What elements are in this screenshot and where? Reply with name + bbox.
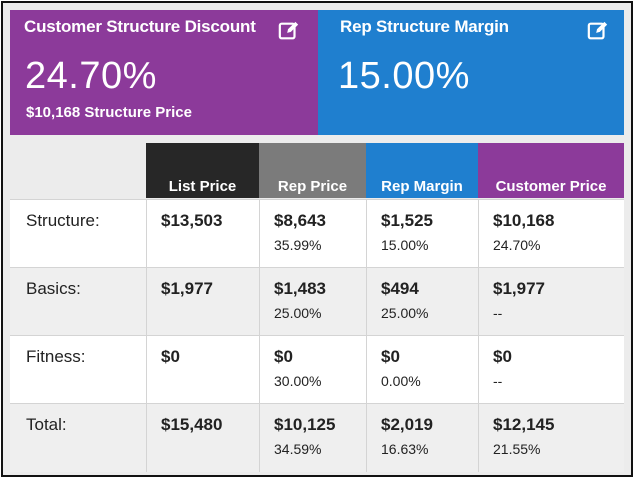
- list-price-value: $1,977: [161, 279, 213, 298]
- rep-margin-percent: 25.00%: [381, 305, 429, 321]
- table-row-basics: Basics: $1,977 $1,483 25.00% $494 25.00% $…: [10, 267, 624, 336]
- rep-structure-margin-card: Rep Structure Margin 15.00%: [318, 10, 624, 135]
- list-price-value: $0: [161, 347, 180, 366]
- pricing-table: List Price Rep Price Rep Margin Customer…: [10, 141, 624, 472]
- rep-margin-percent: 0.00%: [381, 373, 421, 389]
- customer-price-percent: 24.70%: [493, 237, 541, 253]
- column-header-customer-price: Customer Price: [478, 143, 624, 198]
- rep-margin-value: $494: [381, 279, 419, 298]
- table-row-structure: Structure: $13,503 $8,643 35.99% $1,525 15…: [10, 199, 624, 268]
- card-title: Rep Structure Margin: [340, 17, 509, 36]
- rep-price-value: $8,643: [274, 211, 326, 230]
- customer-price-value: $10,168: [493, 211, 555, 230]
- rep-margin-value: $2,019: [381, 415, 433, 434]
- row-label: Structure:: [26, 211, 100, 230]
- table-row-total: Total: $15,480 $10,125 34.59% $2,019 16.63…: [10, 403, 624, 472]
- rep-margin-value: $0: [381, 347, 400, 366]
- discount-value: 24.70%: [25, 55, 157, 97]
- edit-icon[interactable]: [587, 20, 609, 42]
- column-header-list-price: List Price: [146, 143, 259, 198]
- table-row-fitness: Fitness: $0 $0 30.00% $0 0.00% $0 --: [10, 335, 624, 404]
- customer-price-percent: --: [493, 373, 503, 389]
- structure-price-subtitle: $10,168 Structure Price: [26, 104, 192, 121]
- column-header-rep-margin: Rep Margin: [366, 143, 478, 198]
- list-price-value: $15,480: [161, 415, 223, 434]
- rep-margin-percent: 16.63%: [381, 441, 429, 457]
- rep-price-percent: 34.59%: [274, 441, 322, 457]
- card-title: Customer Structure Discount: [24, 17, 256, 36]
- row-label: Total:: [26, 415, 67, 434]
- row-label: Basics:: [26, 279, 81, 298]
- rep-price-value: $10,125: [274, 415, 336, 434]
- customer-price-percent: 21.55%: [493, 441, 541, 457]
- rep-price-percent: 25.00%: [274, 305, 322, 321]
- rep-price-percent: 30.00%: [274, 373, 322, 389]
- customer-price-value: $1,977: [493, 279, 545, 298]
- rep-price-value: $0: [274, 347, 293, 366]
- list-price-value: $13,503: [161, 211, 223, 230]
- margin-value: 15.00%: [338, 55, 470, 97]
- rep-price-value: $1,483: [274, 279, 326, 298]
- customer-structure-discount-card: Customer Structure Discount 24.70% $10,1…: [10, 10, 318, 135]
- customer-price-value: $0: [493, 347, 512, 366]
- customer-price-percent: --: [493, 305, 503, 321]
- rep-price-percent: 35.99%: [274, 237, 322, 253]
- rep-margin-percent: 15.00%: [381, 237, 429, 253]
- edit-icon[interactable]: [278, 20, 300, 42]
- column-header-rep-price: Rep Price: [259, 143, 366, 198]
- row-label: Fitness:: [26, 347, 86, 366]
- customer-price-value: $12,145: [493, 415, 555, 434]
- rep-margin-value: $1,525: [381, 211, 433, 230]
